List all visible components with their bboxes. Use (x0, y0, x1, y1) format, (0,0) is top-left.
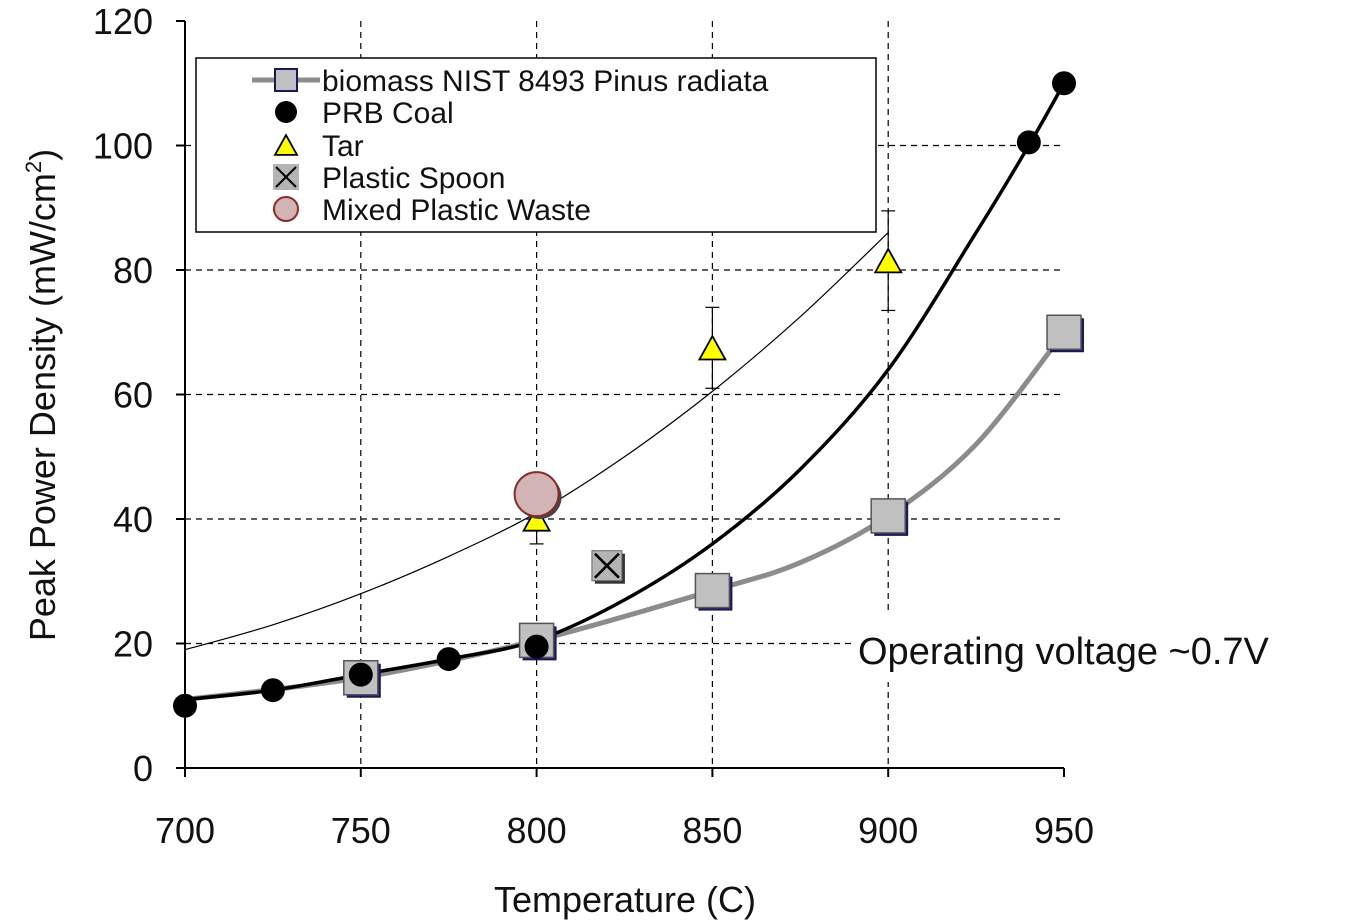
x-tick-label-800: 800 (507, 810, 567, 851)
y-tick-label-60: 60 (113, 375, 153, 416)
legend-symbol-tar (273, 133, 299, 156)
x-tick-label-900: 900 (858, 810, 918, 851)
tar-point-900 (873, 247, 903, 274)
legend-label: biomass NIST 8493 Pinus radiata (322, 65, 769, 98)
legend-label: Mixed Plastic Waste (322, 194, 591, 227)
coal-point-940 (1016, 130, 1041, 155)
legend-label: Tar (322, 130, 364, 163)
annotation-text: Operating voltage ~0.7V (858, 631, 1270, 673)
legend-entry: Tar (273, 130, 364, 163)
legend-label: PRB Coal (322, 97, 454, 130)
data-marks-layer (173, 71, 1084, 718)
biomass-point-950 (1046, 314, 1082, 350)
legend-entry: biomass NIST 8493 Pinus radiata (252, 65, 769, 98)
y-axis-title-superscript: 2 (21, 161, 46, 173)
x-tick-label-850: 850 (682, 810, 742, 851)
tar-point-800 (522, 505, 552, 532)
coal-point-800 (524, 634, 549, 659)
y-tick-label-20: 20 (113, 624, 153, 665)
axes-layer (176, 20, 1065, 777)
plastic-spoon-point-820-cross-b (594, 552, 620, 579)
biomass-point-900 (870, 498, 906, 534)
coal-point-725 (260, 678, 285, 703)
y-tick-label-80: 80 (113, 250, 153, 291)
y-tick-label-0: 0 (133, 748, 153, 789)
y-axis-title-close: ) (22, 149, 63, 161)
legend-entry: PRB Coal (275, 97, 454, 130)
y-axis-title-main: Peak Power Density (mW/cm (22, 173, 63, 641)
tick-labels-layer: 700 750 800 850 900 950 0 20 40 60 80 100 120 (93, 1, 1094, 851)
biomass-point-850 (694, 572, 731, 609)
coal-point-700 (173, 693, 197, 718)
coal-point-750 (348, 662, 373, 687)
legend-label: Plastic Spoon (322, 162, 505, 195)
x-axis-title: Temperature (C) (494, 879, 756, 920)
legend-symbol-mixed-plastic (273, 196, 299, 222)
y-axis-title: Peak Power Density (mW/cm2) (21, 149, 63, 641)
x-tick-label-700: 700 (155, 810, 215, 851)
y-tick-label-40: 40 (113, 499, 153, 540)
tar-point-850 (697, 334, 727, 361)
y-tick-label-100: 100 (93, 126, 153, 167)
legend-entry: Mixed Plastic Waste (273, 194, 591, 227)
legend-box (195, 57, 877, 233)
legend-symbol-biomass (274, 68, 298, 92)
coal-point-950 (1052, 71, 1076, 96)
annotation-backdrop (852, 612, 1332, 682)
mixed-plastic-point-800 (513, 471, 560, 518)
legend-symbol-coal (275, 101, 297, 123)
legend-entry: Plastic Spoon (273, 162, 505, 195)
legend-symbol-spoon-cross-b (275, 166, 297, 188)
y-tick-label-120: 120 (93, 1, 153, 42)
coal-point-775 (436, 647, 461, 672)
x-tick-label-750: 750 (331, 810, 391, 851)
x-tick-label-950: 950 (1034, 810, 1094, 851)
